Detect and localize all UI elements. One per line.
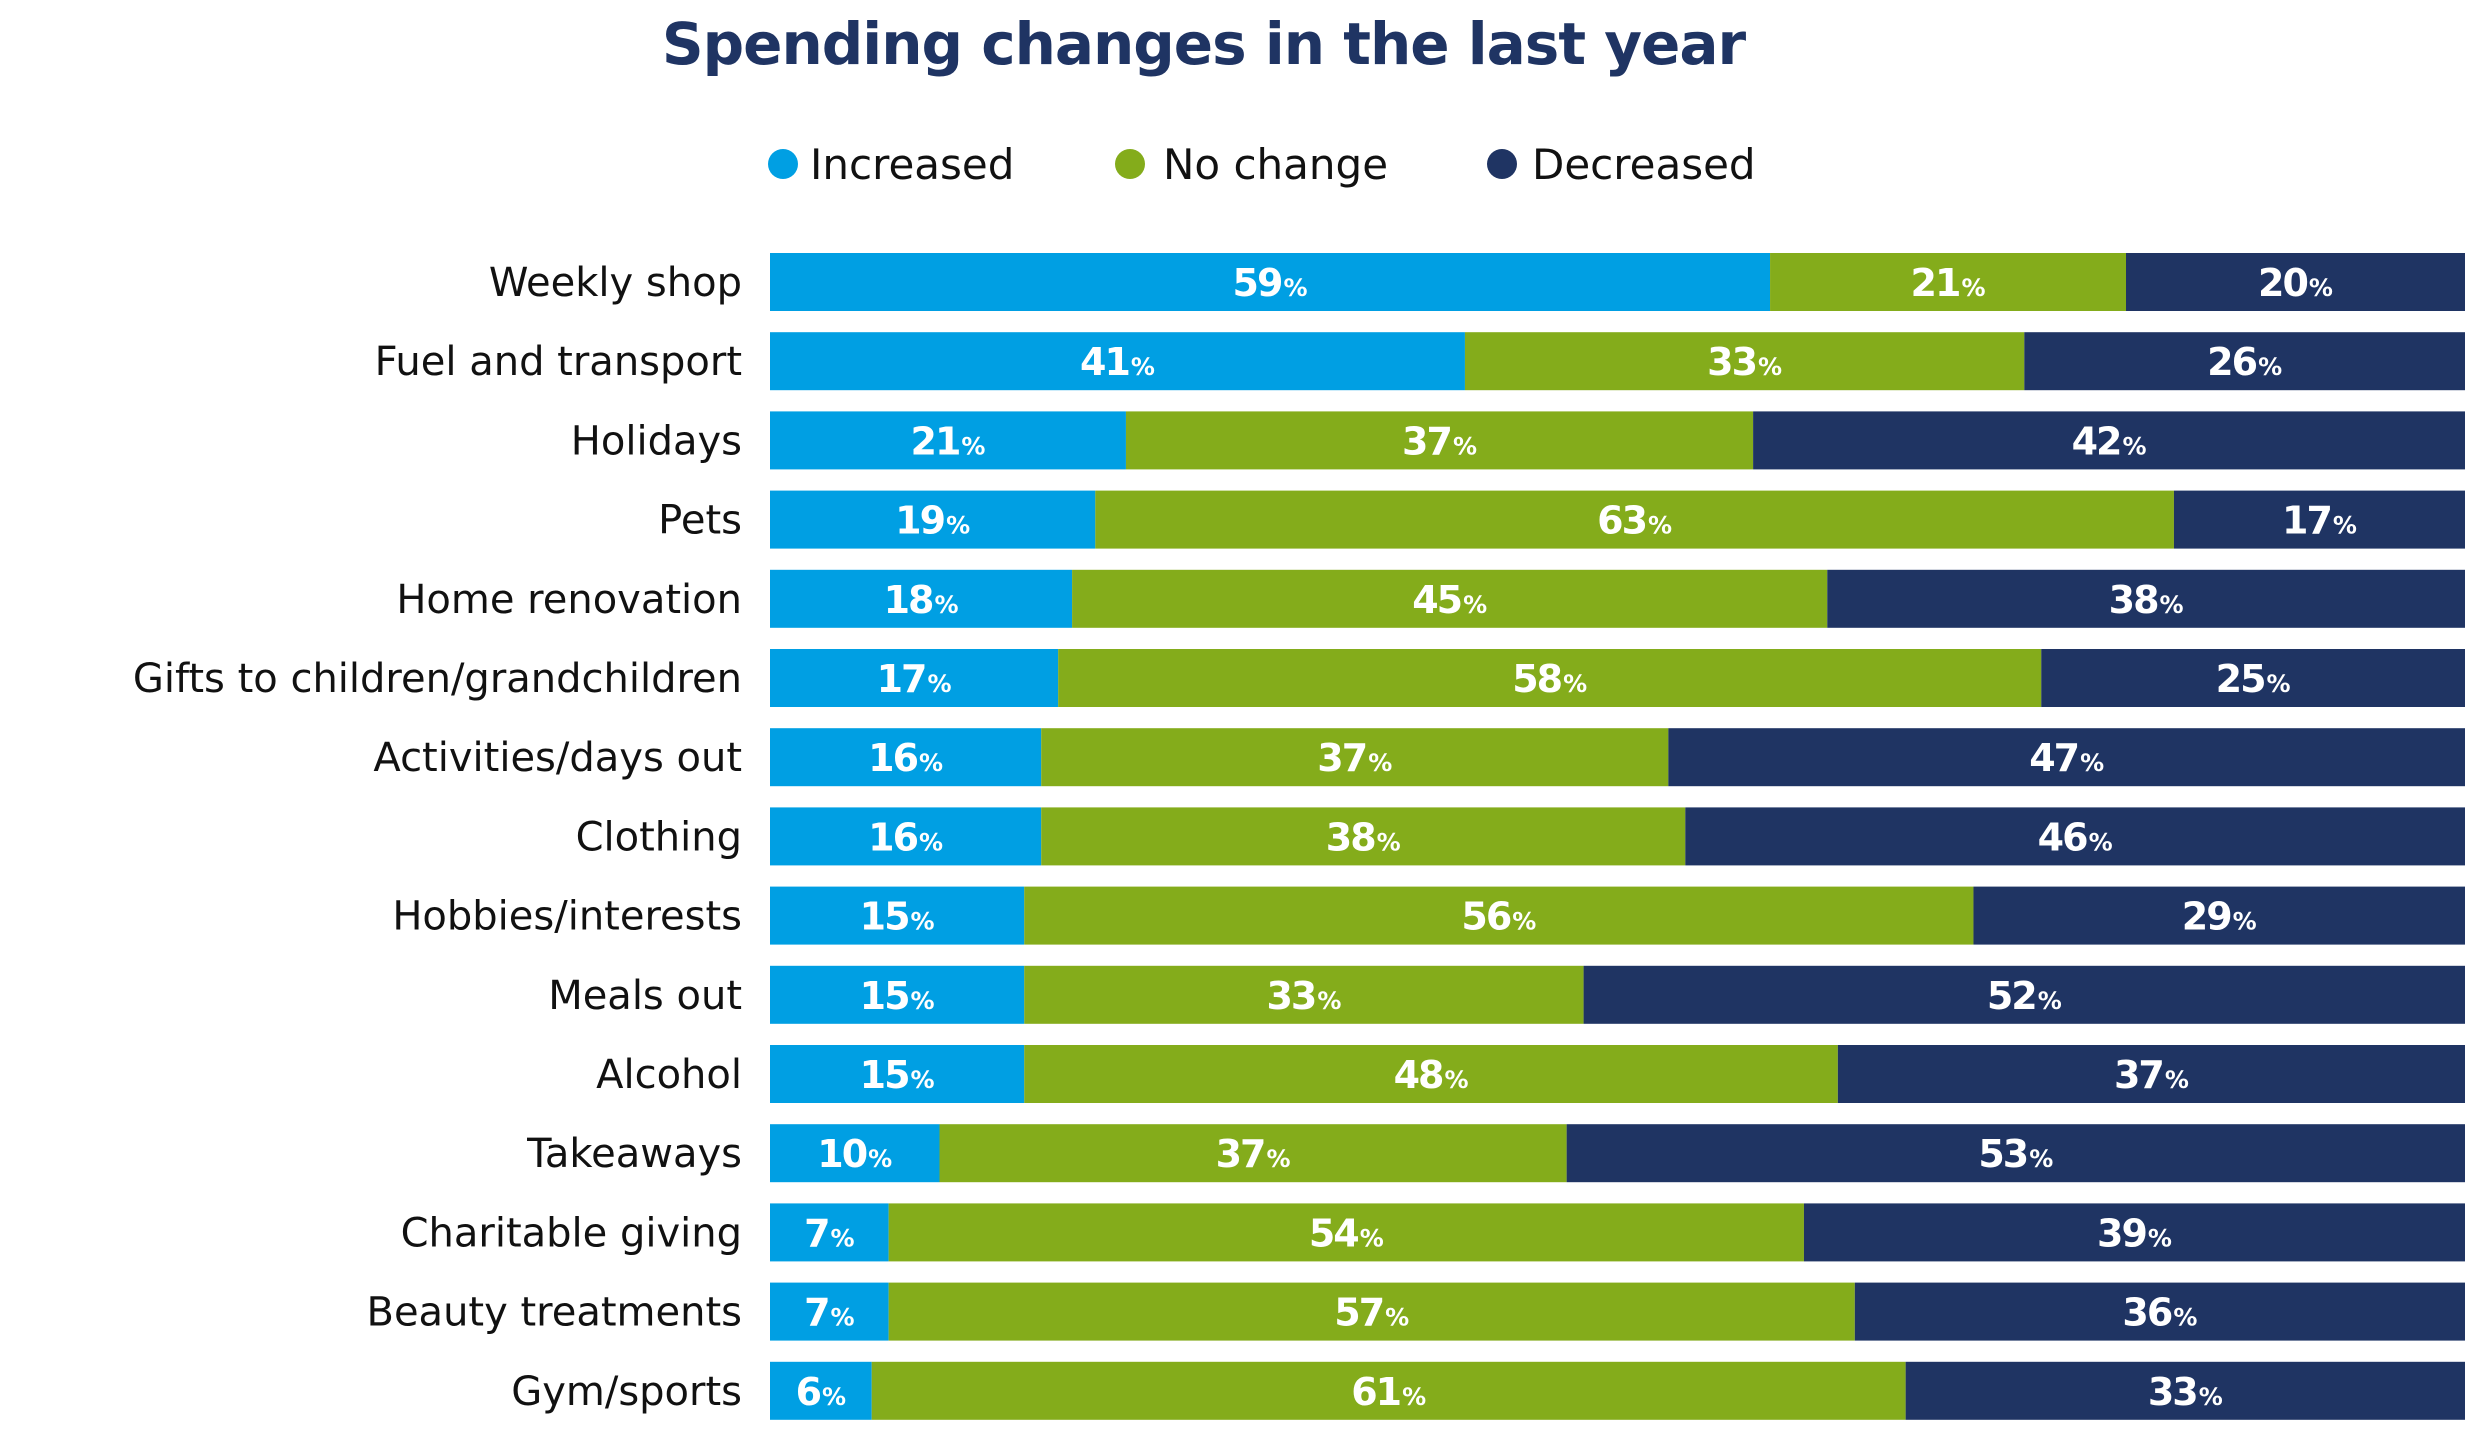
bar-segment-no-change (1125, 411, 1754, 470)
legend-marker-increased (768, 149, 798, 179)
legend-label-no-change: No change (1163, 140, 1388, 189)
category-labels: Weekly shop Fuel and transport Holidays Pet… (133, 260, 742, 1415)
bars (770, 253, 2465, 1420)
category-label: Meals out (548, 973, 742, 1019)
category-label: Home renovation (396, 577, 742, 623)
category-label: Holidays (571, 418, 742, 464)
bar-segment-increased (770, 965, 1025, 1024)
legend: Increased No change Decreased (768, 140, 1756, 189)
bar-segment-no-change (1024, 886, 1974, 945)
category-label: Activities/days out (373, 735, 742, 781)
bar-segment-increased (770, 807, 1042, 866)
bar-segment-decreased (1566, 1124, 2465, 1183)
bar-segment-increased (770, 253, 1771, 311)
bar-segment-increased (770, 1124, 940, 1183)
category-label: Weekly shop (489, 260, 742, 306)
bar-segment-decreased (1854, 1282, 2465, 1341)
category-label: Gym/sports (511, 1369, 742, 1415)
bar-segment-no-change (871, 1361, 1906, 1420)
bar-segment-increased (770, 1282, 889, 1341)
bar-segment-decreased (2173, 490, 2465, 549)
legend-marker-no-change (1115, 149, 1145, 179)
bar-segment-increased (770, 728, 1042, 787)
bar-segment-no-change (1041, 807, 1686, 866)
category-label: Pets (658, 498, 742, 544)
bar-segment-increased (770, 1045, 1025, 1103)
bar-segment-increased (770, 569, 1073, 628)
bar-segment-increased (770, 886, 1025, 945)
data-label-no-change: 57% (1334, 1291, 1409, 1335)
data-label-increased: 19% (895, 499, 970, 543)
data-label-no-change: 56% (1461, 895, 1536, 939)
bar-segment-decreased (1837, 1045, 2465, 1103)
category-label: Fuel and transport (375, 339, 742, 385)
chart-title: Spending changes in the last year (661, 10, 1746, 78)
legend-marker-decreased (1487, 149, 1517, 179)
bar-segment-increased (770, 490, 1096, 549)
bar-segment-decreased (1583, 965, 2465, 1024)
data-label-increased: 18% (884, 578, 959, 622)
bar-segment-decreased (1905, 1361, 2465, 1420)
bar-segment-no-change (1770, 253, 2126, 311)
bar-segment-decreased (2126, 253, 2465, 311)
data-label-no-change: 38% (1326, 815, 1401, 859)
data-label-decreased: 42% (2072, 419, 2147, 463)
bar-segment-increased (770, 332, 1465, 391)
category-label: Hobbies/interests (392, 894, 742, 940)
data-label-increased: 17% (877, 657, 952, 701)
data-label-no-change: 37% (1317, 736, 1392, 780)
bar-segment-no-change (1095, 490, 2174, 549)
data-label-decreased: 26% (2207, 340, 2282, 384)
data-label-decreased: 53% (1978, 1132, 2053, 1176)
bar-segment-decreased (1753, 411, 2465, 470)
bar-segment-decreased (2024, 332, 2465, 391)
bar-segment-decreased (2041, 649, 2465, 707)
value-labels: 59% 21% 20%41% 33% 26%21% 37% 42%19% 63% 17%18% 4… (796, 261, 2357, 1414)
data-label-increased: 15% (860, 895, 935, 939)
category-label: Beauty treatments (367, 1290, 743, 1336)
bar-segment-decreased (1973, 886, 2465, 945)
bar-segment-decreased (1803, 1203, 2465, 1262)
bar-segment-decreased (1827, 569, 2465, 628)
category-label: Gifts to children/grandchildren (133, 656, 742, 702)
data-label-increased: 15% (860, 1053, 935, 1097)
bar-segment-no-change (1464, 332, 2025, 391)
bar-segment-decreased (1668, 728, 2465, 787)
category-label: Charitable giving (401, 1210, 742, 1256)
bar-segment-no-change (1072, 569, 1828, 628)
data-label-increased: 41% (1080, 340, 1155, 384)
category-label: Clothing (576, 814, 742, 860)
data-label-increased: 59% (1233, 261, 1308, 305)
bar-segment-no-change (888, 1203, 1804, 1262)
bar-segment-increased (770, 411, 1126, 470)
bar-segment-increased (770, 1203, 889, 1262)
bar-segment-decreased (1685, 807, 2465, 866)
category-label: Takeaways (526, 1131, 742, 1177)
bar-segment-no-change (1024, 965, 1584, 1024)
bar-segment-no-change (1058, 649, 2042, 707)
bar-segment-increased (770, 1361, 872, 1420)
bar-segment-increased (770, 649, 1059, 707)
data-label-decreased: 52% (1987, 974, 2062, 1018)
bar-segment-no-change (1041, 728, 1669, 787)
bar-segment-no-change (1024, 1045, 1838, 1103)
bar-segment-no-change (888, 1282, 1855, 1341)
category-label: Alcohol (596, 1052, 742, 1098)
legend-label-increased: Increased (810, 140, 1014, 189)
bar-segment-no-change (939, 1124, 1567, 1183)
legend-label-decreased: Decreased (1532, 140, 1756, 189)
